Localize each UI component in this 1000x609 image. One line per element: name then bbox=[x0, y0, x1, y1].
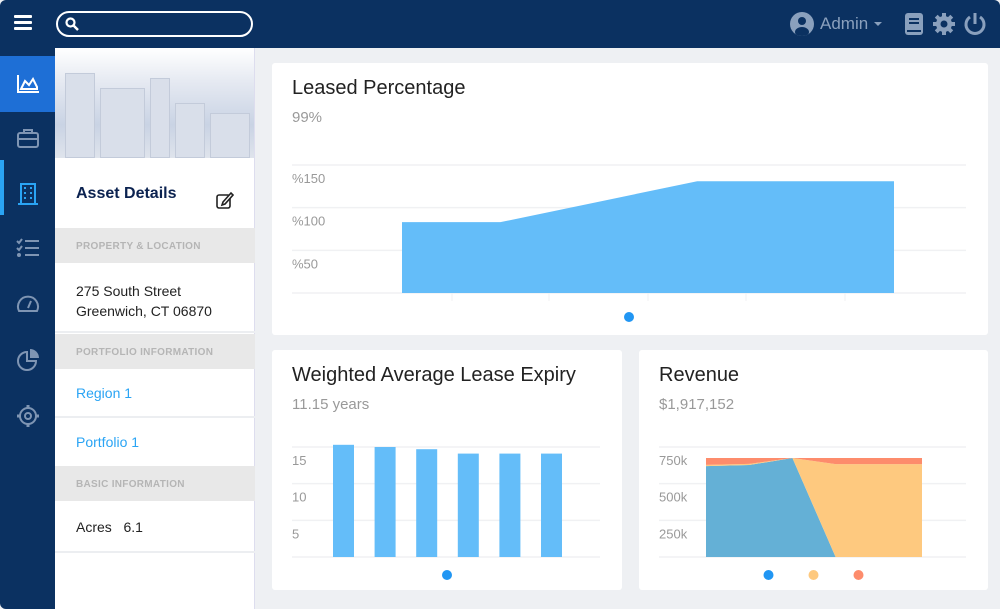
section-header: PORTFOLIO INFORMATION bbox=[55, 334, 255, 369]
checklist-icon bbox=[15, 238, 39, 257]
legend-dot bbox=[763, 570, 774, 580]
book-icon[interactable] bbox=[904, 12, 924, 36]
portfolio-link[interactable]: Portfolio 1 bbox=[76, 434, 140, 450]
gear-icon[interactable] bbox=[932, 12, 956, 36]
y-tick-label: 250k bbox=[659, 526, 688, 541]
acres-field: Acres 6.1 bbox=[55, 501, 255, 553]
y-tick-label: 15 bbox=[292, 453, 306, 468]
area bbox=[402, 181, 894, 293]
address: 275 South Street Greenwich, CT 06870 bbox=[55, 281, 255, 333]
chevron-down-icon bbox=[874, 22, 883, 26]
top-bar: Admin bbox=[0, 0, 1000, 48]
legend-dot bbox=[808, 570, 819, 580]
chart: 250k 500k 750k bbox=[659, 446, 966, 580]
briefcase-icon bbox=[16, 129, 39, 148]
user-name: Admin bbox=[820, 14, 869, 33]
asset-details-panel: Asset Details PROPERTY & LOCATION 275 So… bbox=[55, 48, 255, 609]
leased-percentage-card: Leased Percentage 99% %50 %100 %150 bbox=[272, 63, 988, 335]
field-label: Acres bbox=[76, 519, 112, 535]
y-tick-label: %150 bbox=[292, 171, 325, 186]
area-series bbox=[706, 458, 922, 465]
avatar-icon bbox=[790, 12, 814, 36]
sidebar-nav bbox=[0, 48, 55, 609]
pie-chart-icon bbox=[16, 349, 39, 371]
chart: 5 10 15 bbox=[292, 444, 600, 580]
address-line: Greenwich, CT 06870 bbox=[76, 303, 212, 319]
user-menu[interactable]: Admin bbox=[790, 12, 883, 36]
section-header: BASIC INFORMATION bbox=[55, 466, 255, 501]
section-header: PROPERTY & LOCATION bbox=[55, 228, 255, 263]
legend-dot bbox=[853, 570, 864, 580]
bar bbox=[374, 447, 396, 557]
area-series bbox=[706, 458, 922, 557]
sidebar-item-settings[interactable] bbox=[0, 388, 55, 444]
sidebar-item-tasks[interactable] bbox=[0, 220, 55, 276]
area-chart-icon bbox=[16, 75, 39, 93]
card-subtitle: $1,917,152 bbox=[659, 396, 735, 413]
search-input[interactable] bbox=[56, 11, 253, 37]
field-value: 6.1 bbox=[123, 519, 143, 535]
sidebar-selected-indicator bbox=[0, 160, 4, 215]
property-image bbox=[55, 48, 254, 158]
building-icon bbox=[17, 183, 38, 205]
y-tick-label: 750k bbox=[659, 453, 688, 468]
chart: %50 %100 %150 bbox=[292, 164, 966, 322]
gear-icon bbox=[16, 405, 39, 427]
y-tick-label: 10 bbox=[292, 490, 306, 505]
bar bbox=[333, 444, 354, 557]
card-subtitle: 99% bbox=[292, 109, 323, 126]
legend-dot bbox=[624, 312, 634, 322]
wale-card: Weighted Average Lease Expiry 11.15 year… bbox=[272, 350, 622, 590]
y-tick-label: 500k bbox=[659, 490, 688, 505]
y-tick-label: 5 bbox=[292, 526, 299, 541]
sidebar-item-assets[interactable] bbox=[0, 166, 55, 222]
bar bbox=[457, 453, 479, 557]
bar bbox=[416, 449, 438, 557]
power-icon[interactable] bbox=[963, 12, 987, 36]
sidebar-item-portfolio[interactable] bbox=[0, 110, 55, 166]
address-line: 275 South Street bbox=[76, 283, 182, 299]
bar bbox=[499, 453, 521, 557]
legend-dot bbox=[442, 570, 452, 580]
bar bbox=[541, 453, 562, 557]
sidebar-item-dashboard[interactable] bbox=[0, 276, 55, 332]
sidebar-item-analytics[interactable] bbox=[0, 56, 55, 112]
card-title: Weighted Average Lease Expiry bbox=[292, 364, 576, 386]
gauge-icon bbox=[16, 295, 39, 312]
hamburger-menu-icon[interactable] bbox=[14, 15, 32, 33]
revenue-card: Revenue $1,917,152 250k 500k 750k bbox=[639, 350, 988, 590]
panel-title: Asset Details bbox=[76, 185, 177, 202]
card-subtitle: 11.15 years bbox=[292, 396, 370, 413]
card-title: Revenue bbox=[659, 364, 740, 386]
card-title: Leased Percentage bbox=[292, 77, 466, 99]
edit-icon[interactable] bbox=[216, 191, 234, 209]
y-tick-label: %50 bbox=[292, 256, 318, 271]
y-tick-label: %100 bbox=[292, 214, 325, 229]
sidebar-item-reports[interactable] bbox=[0, 332, 55, 388]
search-icon bbox=[65, 17, 79, 31]
region-link[interactable]: Region 1 bbox=[55, 369, 255, 418]
